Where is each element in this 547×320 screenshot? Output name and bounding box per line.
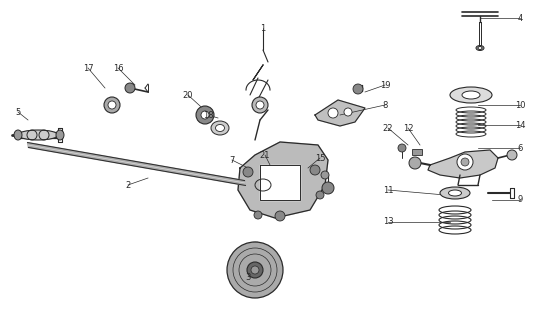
Text: 14: 14 [515, 121, 525, 130]
Circle shape [316, 191, 324, 199]
Text: 16: 16 [113, 63, 123, 73]
Circle shape [201, 111, 209, 119]
Circle shape [108, 101, 116, 109]
Circle shape [254, 211, 262, 219]
Ellipse shape [14, 130, 22, 140]
Ellipse shape [440, 187, 470, 199]
Circle shape [344, 108, 352, 116]
Circle shape [125, 83, 135, 93]
Circle shape [409, 157, 421, 169]
Text: 6: 6 [517, 143, 523, 153]
Circle shape [457, 154, 473, 170]
Text: 4: 4 [517, 13, 522, 22]
Circle shape [328, 108, 338, 118]
Circle shape [507, 150, 517, 160]
Text: 21: 21 [260, 150, 270, 159]
Text: 11: 11 [383, 186, 393, 195]
Polygon shape [18, 132, 58, 138]
Circle shape [256, 101, 264, 109]
Text: 7: 7 [229, 156, 235, 164]
Polygon shape [238, 142, 328, 218]
Text: 15: 15 [315, 154, 325, 163]
Text: 22: 22 [383, 124, 393, 132]
Text: 18: 18 [203, 110, 213, 119]
Circle shape [252, 97, 268, 113]
Circle shape [247, 262, 263, 278]
Text: 13: 13 [383, 218, 393, 227]
Polygon shape [428, 150, 498, 178]
Text: 1: 1 [260, 23, 266, 33]
Ellipse shape [449, 190, 462, 196]
Text: 9: 9 [517, 196, 522, 204]
Circle shape [310, 165, 320, 175]
Ellipse shape [450, 87, 492, 103]
Text: 20: 20 [183, 91, 193, 100]
Ellipse shape [216, 124, 224, 132]
Text: 8: 8 [382, 100, 388, 109]
Text: 12: 12 [403, 124, 413, 132]
Text: 5: 5 [15, 108, 21, 116]
Text: 10: 10 [515, 100, 525, 109]
Text: 2: 2 [125, 180, 131, 189]
Ellipse shape [476, 45, 484, 51]
Ellipse shape [462, 91, 480, 99]
Polygon shape [27, 142, 246, 186]
Circle shape [461, 158, 469, 166]
Circle shape [251, 266, 259, 274]
Circle shape [104, 97, 120, 113]
Polygon shape [260, 165, 300, 200]
Circle shape [321, 171, 329, 179]
Text: 17: 17 [83, 63, 94, 73]
Circle shape [227, 242, 283, 298]
Circle shape [322, 182, 334, 194]
Circle shape [353, 84, 363, 94]
Circle shape [398, 144, 406, 152]
Circle shape [243, 167, 253, 177]
Bar [412, 149, 422, 155]
Ellipse shape [478, 46, 482, 50]
Text: 3: 3 [245, 274, 251, 283]
Circle shape [275, 211, 285, 221]
Ellipse shape [211, 121, 229, 135]
Text: 19: 19 [380, 81, 390, 90]
Ellipse shape [18, 130, 58, 140]
Ellipse shape [56, 130, 64, 140]
Polygon shape [315, 100, 365, 126]
Circle shape [196, 106, 214, 124]
